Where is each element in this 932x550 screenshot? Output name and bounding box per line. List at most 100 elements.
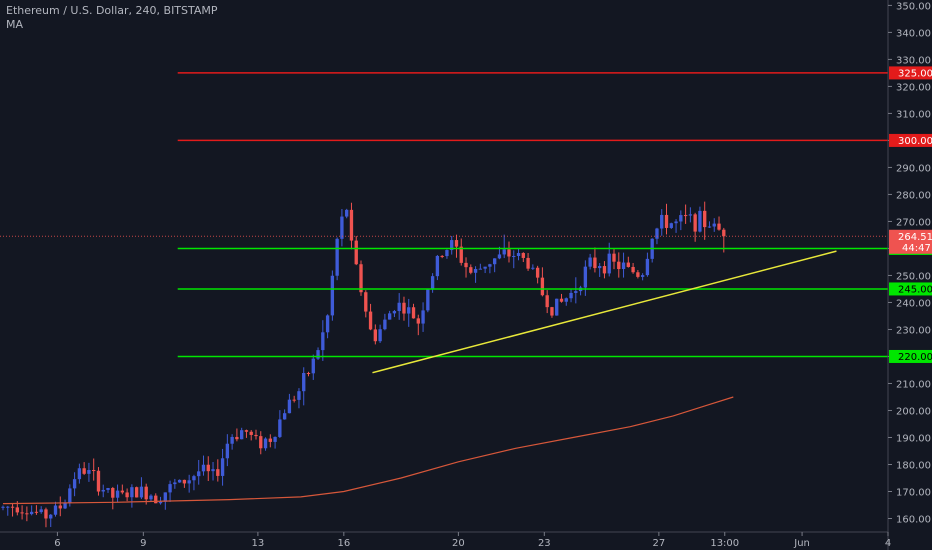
candle-body <box>688 214 693 216</box>
candle-body <box>302 372 306 392</box>
candle-body <box>330 275 335 316</box>
countdown-label: 44:47 <box>902 243 931 254</box>
candle-body <box>149 495 153 500</box>
candle-body <box>521 253 525 258</box>
candle-body <box>154 495 158 504</box>
candle-body <box>1 506 5 508</box>
candle-body <box>535 267 540 278</box>
candle-body <box>345 209 349 217</box>
candle-body <box>664 214 669 228</box>
candle-body <box>645 258 650 276</box>
y-tick-label: 240.00 <box>896 298 931 309</box>
candle-body <box>244 430 249 432</box>
candle-body <box>321 332 325 351</box>
candle-body <box>20 512 24 514</box>
candle-body <box>111 488 115 498</box>
candle-body <box>168 484 172 493</box>
label-325-bg <box>889 66 932 80</box>
y-tick-label: 330.00 <box>896 55 931 66</box>
candle-body <box>679 215 683 222</box>
candle-body <box>707 226 712 228</box>
candle-body <box>636 272 640 277</box>
candle-body <box>349 209 354 241</box>
candle-body <box>373 329 378 342</box>
candle-body <box>407 307 411 314</box>
candle-body <box>588 257 592 267</box>
candle-body <box>235 436 239 440</box>
moving-average-line <box>2 396 734 505</box>
y-tick-label: 290.00 <box>896 163 931 174</box>
x-tick-label: 9 <box>140 538 146 549</box>
label-325: 325.00 <box>898 68 932 79</box>
candle-body <box>10 506 15 508</box>
y-tick-label: 200.00 <box>896 406 931 417</box>
candle-body <box>44 509 48 519</box>
candle-body <box>115 490 120 498</box>
candle-body <box>502 249 506 255</box>
candle-body <box>526 257 530 269</box>
x-tick-label: 20 <box>452 538 465 549</box>
label-300-bg <box>889 133 932 147</box>
candle-body <box>621 262 626 270</box>
candle-body <box>550 307 554 316</box>
x-tick-label: Jun <box>793 538 810 549</box>
candle-body <box>602 266 607 274</box>
candle-body <box>39 509 43 513</box>
candle-body <box>698 210 702 232</box>
x-tick-label: 6 <box>54 538 60 549</box>
candle-body <box>559 298 564 302</box>
y-tick-label: 340.00 <box>896 28 931 39</box>
candle-body <box>593 257 597 269</box>
y-tick-label: 230.00 <box>896 325 931 336</box>
candle-body <box>531 267 535 269</box>
candle-body <box>158 501 163 504</box>
candle-body <box>130 487 134 498</box>
candle-body <box>58 505 62 509</box>
candle-body <box>445 250 449 257</box>
x-tick-label: 13:00 <box>710 538 739 549</box>
candle-body <box>144 486 148 500</box>
candle-body <box>569 292 573 299</box>
candle-body <box>92 470 96 472</box>
candle-body <box>163 492 167 502</box>
candle-body <box>278 419 282 437</box>
candle-body <box>703 210 707 228</box>
candle-body <box>483 266 487 269</box>
y-tick-label: 250.00 <box>896 271 931 282</box>
candle-body <box>173 482 177 485</box>
candle-body <box>416 318 420 324</box>
label-220-bg <box>889 349 932 363</box>
x-tick-label: 16 <box>337 538 350 549</box>
candle-body <box>435 255 440 277</box>
y-tick-label: 180.00 <box>896 460 931 471</box>
candle-body <box>263 438 268 449</box>
candle-body <box>77 468 82 480</box>
candle-body <box>139 486 144 498</box>
y-tick-label: 310.00 <box>896 109 931 120</box>
candle-body <box>273 436 277 442</box>
candle-body <box>660 214 664 229</box>
candle-body <box>364 292 368 312</box>
candle-body <box>240 430 244 440</box>
candle-body <box>340 216 344 239</box>
label-245: 245.00 <box>898 284 932 295</box>
candle-body <box>15 507 19 513</box>
candle-body <box>512 255 516 257</box>
candle-body <box>454 240 459 247</box>
candle-body <box>282 413 287 420</box>
candle-body <box>311 358 315 374</box>
candle-body <box>612 253 616 262</box>
candle-body <box>459 246 463 263</box>
candle-body <box>34 511 39 513</box>
candle-body <box>192 476 196 481</box>
candle-body <box>464 262 468 268</box>
candle-body <box>507 249 511 257</box>
candle-body <box>101 489 105 492</box>
candle-body <box>268 438 272 442</box>
candle-body <box>206 464 210 472</box>
current-price-label: 264.51 <box>898 232 932 243</box>
candle-body <box>249 431 253 435</box>
candle-body <box>631 266 635 273</box>
candle-body <box>292 399 296 401</box>
